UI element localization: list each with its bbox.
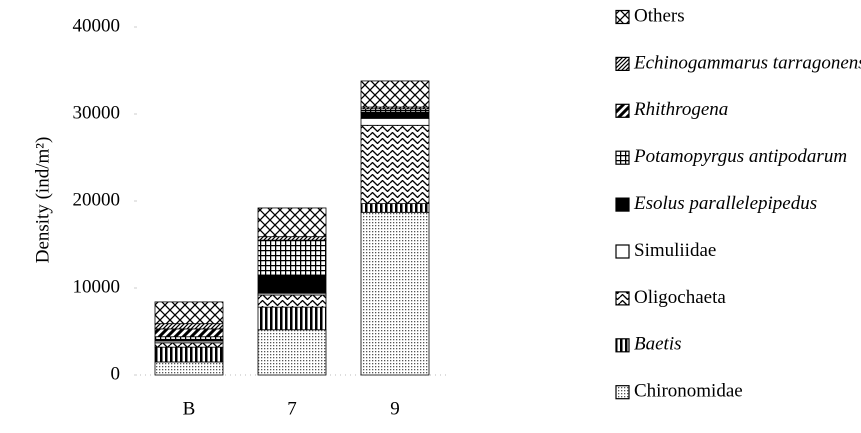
bar-segment: [360, 80, 430, 108]
legend-label: Simuliidae: [634, 240, 716, 261]
bar-segment: [360, 211, 430, 376]
bar-segment: [154, 361, 224, 376]
legend-label: Chironomidae: [634, 381, 743, 402]
legend-label: Potamopyrgus antipodarum: [633, 146, 847, 167]
bar-segment: [257, 207, 327, 238]
legend-swatch: [615, 197, 630, 212]
y-tick-label: 0: [111, 363, 121, 384]
bar-segment: [257, 329, 327, 376]
legend-swatch: [615, 150, 630, 165]
bar-segment: [360, 111, 430, 119]
bar-segment: [257, 306, 327, 331]
bar-segment: [154, 346, 224, 363]
y-tick-label: 20000: [73, 189, 121, 210]
bar-segment: [360, 203, 430, 213]
legend-label: Others: [634, 5, 685, 26]
bar-segment: [154, 323, 224, 330]
legend-label: Baetis: [634, 334, 682, 355]
legend-swatch: [615, 56, 630, 72]
bar-segment: [360, 124, 430, 205]
x-tick-label: B: [183, 398, 196, 419]
bar-segment: [257, 236, 327, 241]
x-tick-label: 9: [390, 398, 400, 419]
legend-swatch: [615, 291, 630, 306]
legend-swatch: [615, 103, 630, 118]
legend-swatch: [615, 385, 630, 400]
bar-segment: [154, 342, 224, 348]
legend-swatch: [615, 9, 630, 25]
legend-label: Rhithrogena: [633, 99, 728, 120]
y-axis-label: Density (ind/m²): [32, 137, 53, 264]
y-tick-label: 40000: [73, 15, 121, 36]
y-tick-label: 30000: [73, 102, 121, 123]
bar-segment: [360, 117, 430, 126]
bar-segment: [360, 108, 430, 113]
legend-label: Oligochaeta: [634, 287, 726, 308]
x-tick-label: 7: [287, 398, 297, 419]
legend-swatch: [615, 244, 630, 259]
bar-segment: [257, 274, 327, 294]
y-tick-label: 10000: [73, 276, 121, 297]
legend-label: Echinogammarus tarragonensis: [633, 52, 861, 73]
legend-swatch: [615, 338, 630, 353]
bar-segment: [257, 239, 327, 276]
bar-segment: [154, 328, 224, 338]
bar-segment: [154, 301, 224, 325]
bar-segment: [257, 294, 327, 308]
legend-label: Esolus parallelepipedus: [633, 193, 817, 214]
